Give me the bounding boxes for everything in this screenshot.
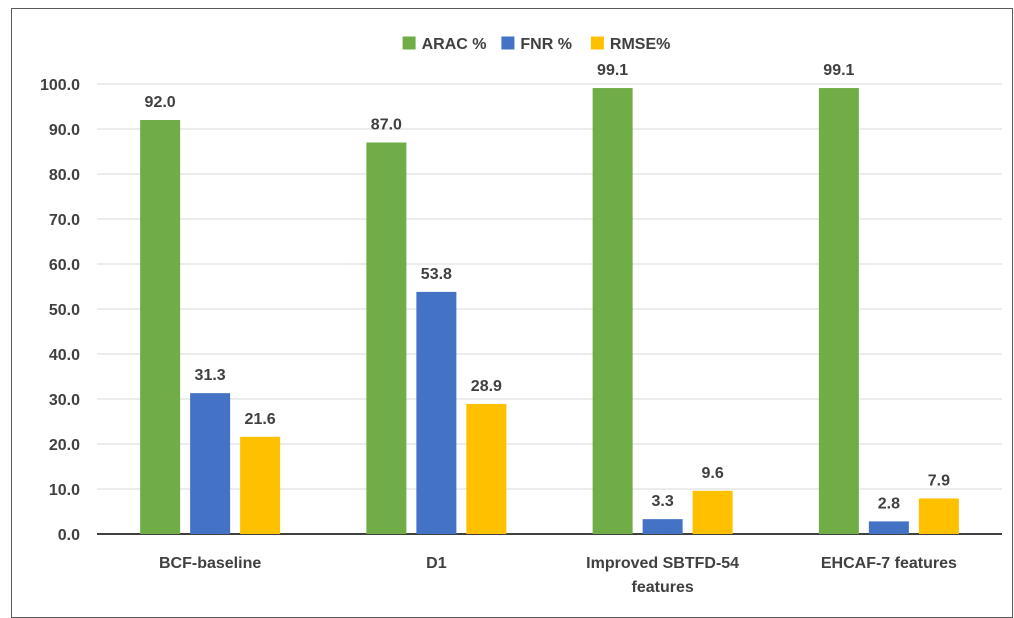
y-tick-label: 60.0 <box>49 257 80 274</box>
legend-swatch <box>402 36 416 50</box>
data-label: 99.1 <box>823 62 854 79</box>
y-tick-label: 80.0 <box>49 167 80 184</box>
x-tick-label: EHCAF-7 features <box>821 555 957 572</box>
x-tick-label: D1 <box>426 555 447 572</box>
data-label: 2.8 <box>878 495 900 512</box>
data-label: 7.9 <box>928 472 950 489</box>
legend-swatch <box>501 36 515 50</box>
data-label: 31.3 <box>195 367 226 384</box>
x-tick-label: Improved SBTFD-54 <box>586 555 739 572</box>
bar <box>466 403 507 534</box>
y-tick-label: 30.0 <box>49 392 80 409</box>
x-tick-label: BCF-baseline <box>159 555 261 572</box>
legend-label: RMSE% <box>610 36 670 53</box>
y-tick-label: 0.0 <box>58 527 80 544</box>
y-tick-label: 100.0 <box>40 77 80 94</box>
data-label: 9.6 <box>702 465 724 482</box>
bar <box>692 490 733 534</box>
y-tick-label: 70.0 <box>49 212 80 229</box>
bar <box>366 142 407 534</box>
bar-chart: 0.0 10.0 20.0 30.0 40.0 50.0 60.0 70.0 80.0 90.0 1… <box>40 36 1002 596</box>
y-tick-label: 40.0 <box>49 347 80 364</box>
bar <box>592 88 633 535</box>
x-axis: BCF-baseline D1 Improved SBTFD-54 features E… <box>159 555 957 596</box>
data-labels: 92.0 31.3 21.6 87.0 53.8 28.9 99.1 3.3 9.6 99.1 2.… <box>145 62 951 512</box>
bar <box>642 519 683 534</box>
bar <box>190 393 231 534</box>
data-label: 92.0 <box>145 94 176 111</box>
legend-label: ARAC % <box>422 36 487 53</box>
bar <box>868 521 909 534</box>
data-label: 21.6 <box>245 411 276 428</box>
gridlines <box>97 83 1002 490</box>
legend-swatch <box>590 36 604 50</box>
bars <box>140 88 959 535</box>
data-label: 28.9 <box>471 378 502 395</box>
data-label: 3.3 <box>652 493 674 510</box>
legend-label: FNR % <box>520 36 572 53</box>
bar <box>918 498 959 534</box>
bar <box>416 291 457 534</box>
y-tick-label: 20.0 <box>49 437 80 454</box>
data-label: 99.1 <box>597 62 628 79</box>
bar <box>240 436 281 534</box>
bar <box>140 120 181 534</box>
bar <box>818 88 859 535</box>
data-label: 87.0 <box>371 117 402 134</box>
y-tick-label: 50.0 <box>49 302 80 319</box>
legend: ARAC % FNR % RMSE% <box>402 36 670 53</box>
data-label: 53.8 <box>421 266 452 283</box>
y-tick-label: 10.0 <box>49 482 80 499</box>
y-tick-label: 90.0 <box>49 122 80 139</box>
x-tick-label: features <box>632 579 694 596</box>
